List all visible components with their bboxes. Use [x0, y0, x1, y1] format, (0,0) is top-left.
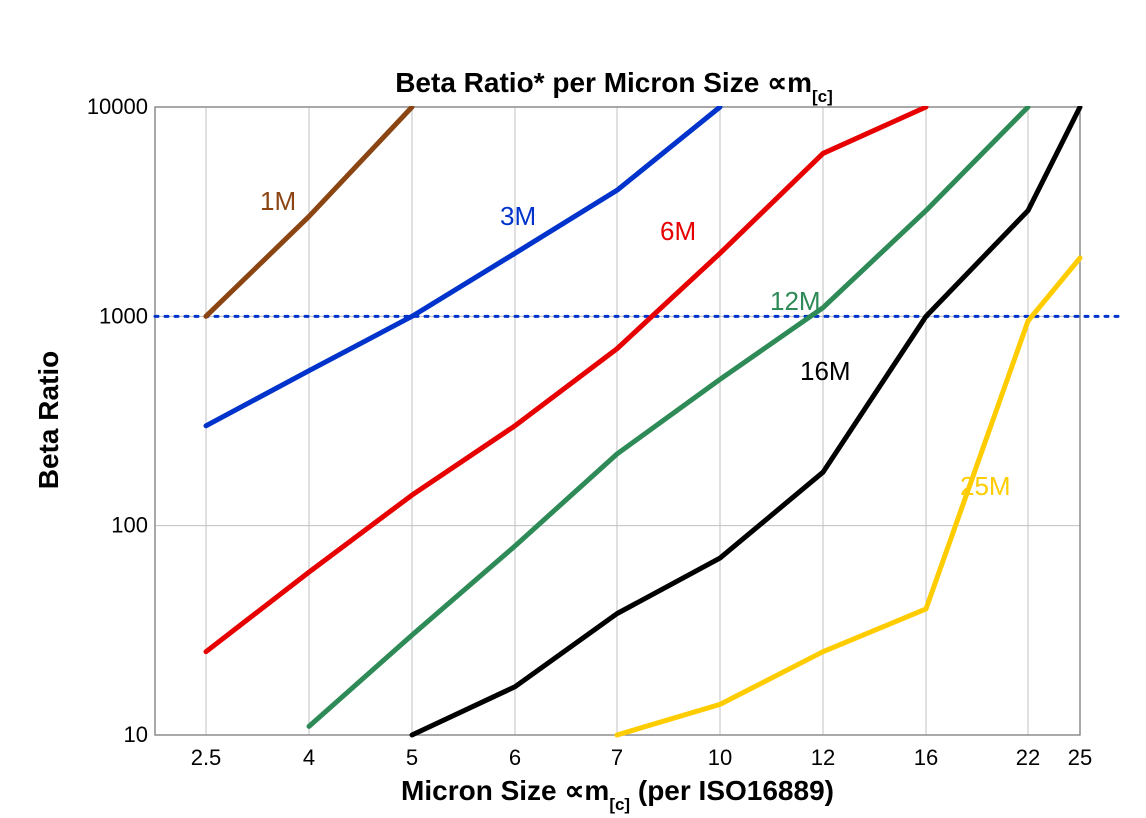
x-tick-label: 7 — [611, 745, 623, 770]
y-tick-label: 1000 — [99, 303, 148, 328]
x-tick-label: 16 — [914, 745, 938, 770]
y-tick-label: 100 — [111, 513, 148, 538]
chart-container: { "chart": { "type": "line", "width": 11… — [0, 0, 1146, 818]
series-label-16M: 16M — [800, 356, 851, 386]
series-label-1M: 1M — [260, 186, 296, 216]
y-axis-label: Beta Ratio — [33, 351, 64, 489]
x-tick-label: 25 — [1068, 745, 1092, 770]
series-label-12M: 12M — [770, 286, 821, 316]
x-tick-label: 5 — [406, 745, 418, 770]
x-tick-label: 10 — [708, 745, 732, 770]
beta-ratio-chart: 1M 3M 6M 12M 16M 25M 2.5 4 5 6 7 10 12 16 22 25 10 100 100… — [0, 0, 1146, 818]
y-tick-label: 10 — [124, 722, 148, 747]
series-label-25M: 25M — [960, 471, 1011, 501]
series-label-3M: 3M — [500, 201, 536, 231]
series-label-6M: 6M — [660, 216, 696, 246]
x-tick-label: 12 — [811, 745, 835, 770]
x-tick-label: 6 — [509, 745, 521, 770]
y-tick-label: 10000 — [87, 94, 148, 119]
x-tick-label: 4 — [303, 745, 315, 770]
x-tick-label: 2.5 — [191, 745, 222, 770]
x-tick-label: 22 — [1016, 745, 1040, 770]
x-axis-label: Micron Size ∝m[c] (per ISO16889) — [401, 775, 834, 814]
